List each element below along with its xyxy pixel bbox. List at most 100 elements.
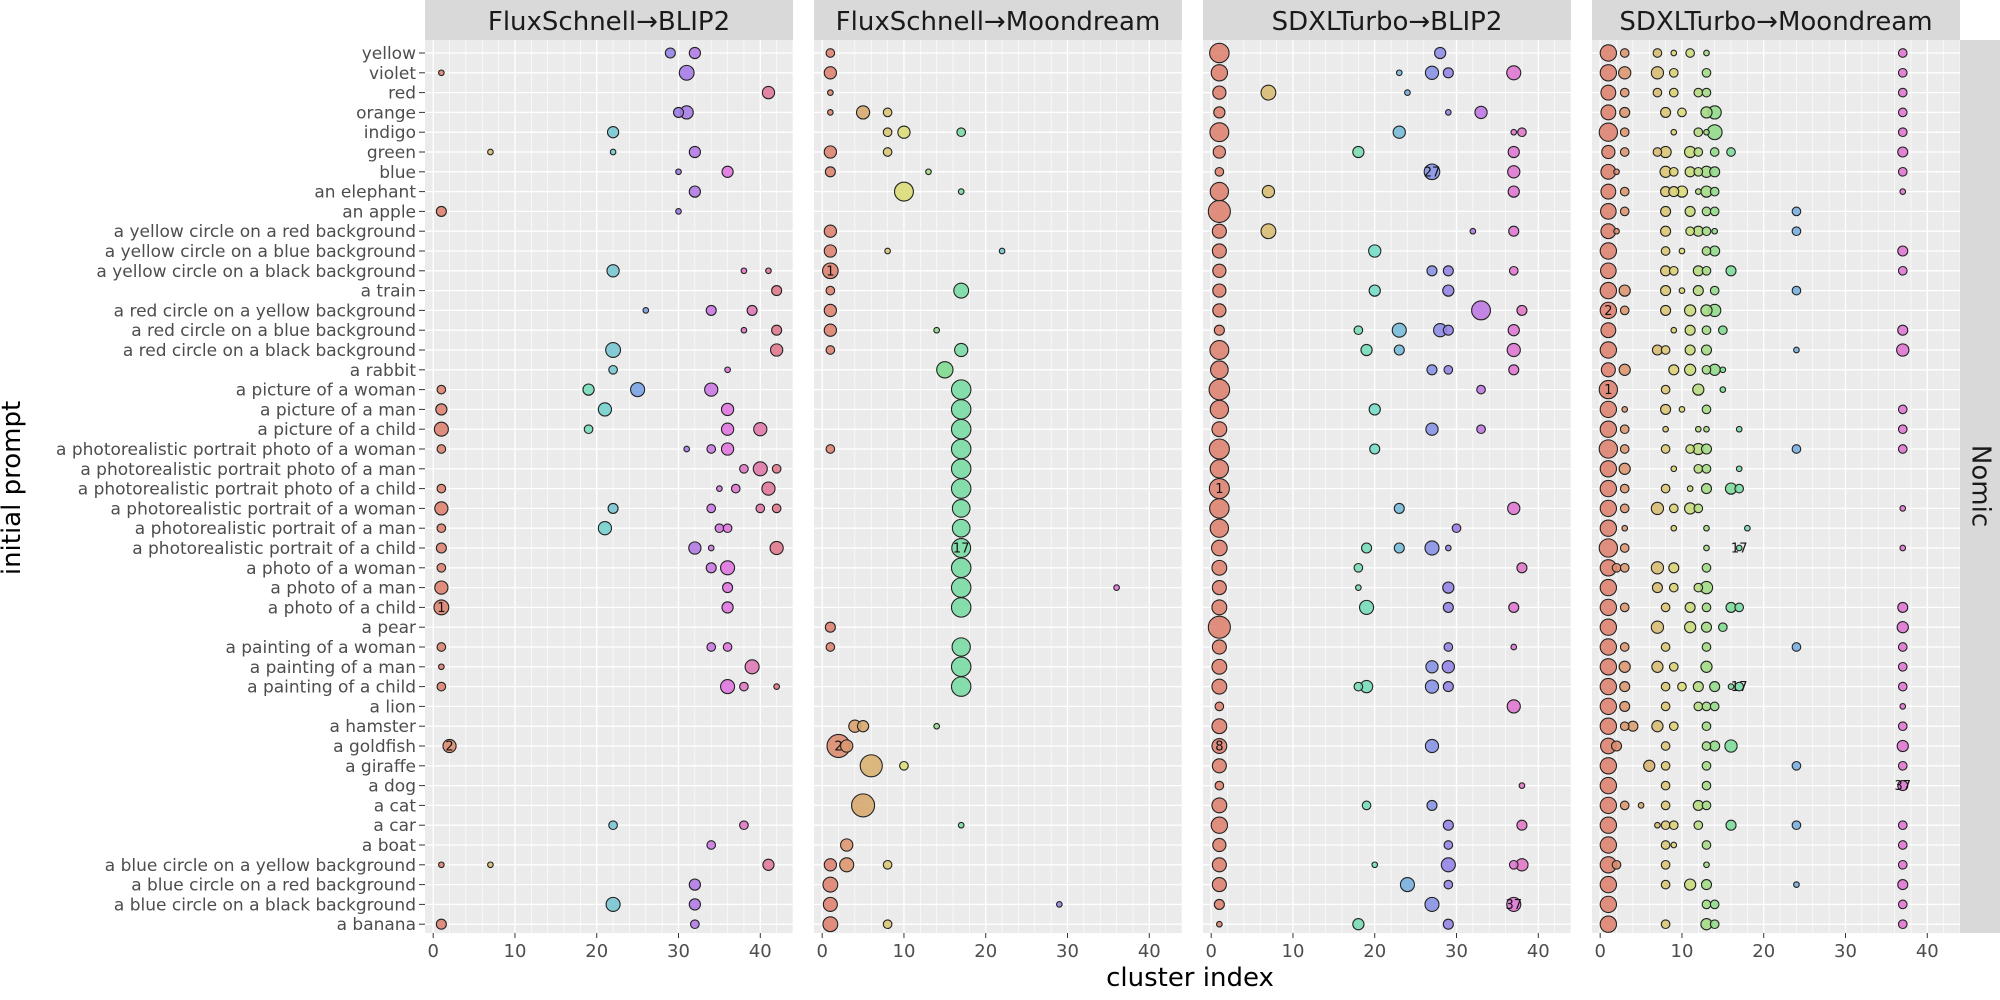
bubble-point: [436, 681, 447, 692]
bubble-point: [1599, 638, 1618, 656]
bubble-point: [1660, 246, 1671, 256]
y-tick-label: a red circle on a yellow background: [114, 301, 416, 321]
bubble-point: [1686, 485, 1694, 492]
bubble-point: [1719, 386, 1727, 393]
bubble-point: [1599, 578, 1618, 597]
bubble-point: [1507, 145, 1520, 159]
y-tick-label: a photorealistic portrait photo of a wom…: [56, 440, 416, 460]
x-tick-label: 10: [504, 941, 527, 962]
bubble-point: [1599, 915, 1618, 933]
facet-strip-label: SDXLTurbo→Moondream: [1619, 7, 1932, 37]
bubble-count-label: 17: [953, 542, 970, 557]
bubble-point: [1621, 524, 1629, 532]
x-tick-label: 40: [1138, 941, 1161, 962]
bubble-point: [1516, 819, 1528, 831]
bubble-point: [1709, 186, 1720, 197]
bubble-point: [1510, 643, 1518, 651]
bubble-point: [1442, 265, 1454, 277]
y-tick-label: a painting of a woman: [225, 638, 416, 658]
y-tick-label: a hamster: [329, 717, 416, 737]
bubble-point: [436, 523, 447, 534]
bubble-point: [1423, 163, 1441, 181]
bubble-point: [1619, 106, 1631, 118]
bubble-point: [1213, 324, 1225, 336]
bubble-point: [769, 343, 784, 357]
y-tick-label: a picture of a man: [260, 400, 416, 420]
bubble-point: [1618, 462, 1631, 475]
bubble-point: [1652, 87, 1663, 98]
bubble-point: [1443, 840, 1454, 850]
bubble-point: [1211, 421, 1228, 438]
bubble-point: [950, 379, 972, 400]
bubble-point: [1599, 757, 1618, 775]
bubble-point: [1700, 483, 1713, 495]
bubble-point: [1660, 919, 1671, 930]
y-tick-label: a photo of a child: [268, 598, 416, 618]
y-tick-label: a blue circle on a black background: [114, 895, 416, 915]
bubble-point: [950, 557, 972, 579]
bubble-point: [1700, 106, 1713, 119]
bubble-point: [608, 820, 618, 831]
bubble-point: [1709, 701, 1720, 712]
bubble-point: [824, 621, 836, 633]
y-tick-label: a blue circle on a red background: [131, 876, 416, 896]
bubble-point: [761, 481, 776, 496]
bubble-point: [1352, 145, 1365, 159]
bubble-point: [1660, 840, 1671, 850]
bubble-point: [1209, 181, 1230, 202]
bubble-point: [1692, 285, 1704, 297]
bubble-point: [1360, 343, 1373, 357]
bubble-point: [827, 89, 834, 96]
bubble-point: [664, 47, 676, 59]
bubble-point: [1425, 660, 1439, 674]
bubble-point: [1451, 523, 1462, 534]
bubble-point: [1599, 301, 1618, 320]
bubble-point: [1619, 562, 1630, 573]
x-tick-label: 0: [427, 941, 438, 962]
bubble-point: [1599, 341, 1618, 359]
bubble-point: [823, 303, 838, 318]
bubble-point: [1701, 840, 1712, 850]
bubble-point: [436, 444, 447, 454]
bubble-point: [1613, 227, 1620, 235]
bubble-point: [1693, 147, 1704, 157]
bubble-point: [1684, 324, 1696, 336]
bubble-point: [1652, 147, 1663, 157]
bubble-point: [1211, 797, 1228, 814]
bubble-point: [1209, 459, 1230, 479]
bubble-point: [1793, 346, 1800, 354]
bubble-point: [438, 663, 445, 671]
bubble-point: [1599, 776, 1618, 795]
bubble-point: [1261, 184, 1276, 199]
bubble-count-label: 1: [1215, 482, 1223, 497]
bubble-point: [1393, 542, 1405, 554]
y-tick-label: a boat: [362, 836, 416, 856]
bubble-point: [1735, 544, 1743, 552]
bubble-point: [1211, 639, 1227, 655]
bubble-point: [688, 898, 702, 911]
bubble-point: [1211, 678, 1228, 695]
bubble-point: [688, 145, 702, 159]
bubble-point: [1701, 721, 1712, 732]
bubble-point: [1703, 524, 1710, 532]
bubble-point: [823, 145, 838, 159]
bubble-point: [1791, 642, 1802, 652]
bubble-point: [1668, 364, 1680, 376]
bubble-point: [1703, 425, 1710, 433]
bubble-point: [1660, 384, 1671, 395]
bubble-point: [1744, 524, 1751, 532]
bubble-point: [1701, 701, 1712, 712]
x-tick-label: 20: [1363, 941, 1386, 962]
bubble-point: [1214, 780, 1225, 791]
bubble-point: [1599, 717, 1618, 735]
bubble-point: [1368, 284, 1381, 297]
y-tick-label: violet: [369, 64, 416, 84]
y-tick-label: a photo of a woman: [246, 559, 416, 579]
bubble-point: [950, 478, 972, 499]
y-tick-label: orange: [356, 103, 416, 123]
x-tick-label: 30: [1056, 941, 1079, 962]
x-tick-label: 30: [667, 941, 690, 962]
bubble-point: [1443, 642, 1454, 652]
facet-strip-label: FluxSchnell→BLIP2: [488, 7, 730, 37]
bubble-point: [1709, 166, 1721, 178]
